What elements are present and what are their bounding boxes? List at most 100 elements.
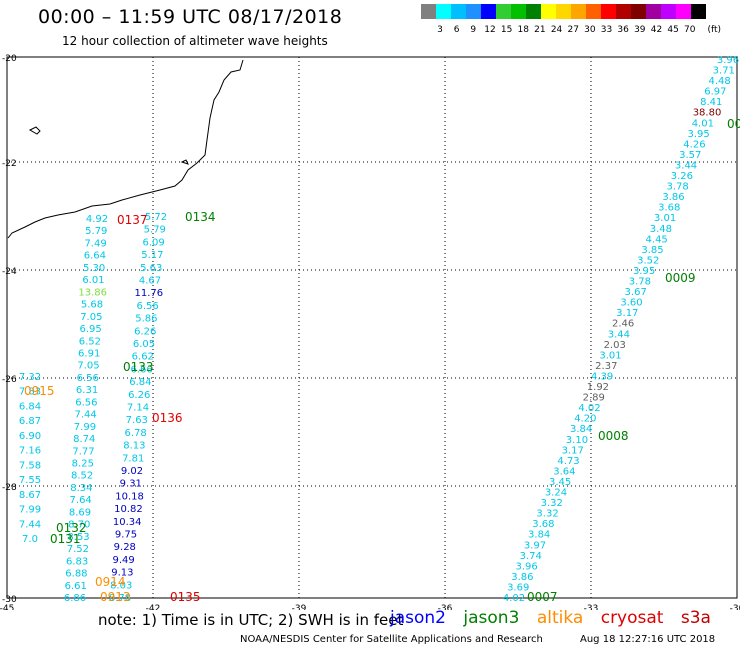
lat-label: -24 xyxy=(2,267,17,277)
sat-altika: altika xyxy=(536,608,584,628)
wave-value: 8.67 xyxy=(19,490,41,501)
wave-value: 6.52 xyxy=(79,336,101,347)
wave-value: 5.17 xyxy=(141,250,163,261)
legend-swatch xyxy=(691,4,706,19)
wave-value: 4.45 xyxy=(646,234,668,245)
wave-value: 9.31 xyxy=(120,479,142,490)
wave-value: 5.63 xyxy=(140,263,162,274)
wave-value: 3.78 xyxy=(629,277,651,288)
wave-value: 3.17 xyxy=(616,308,638,319)
wave-value: 5.68 xyxy=(81,300,103,311)
wave-value: 6.87 xyxy=(19,416,41,427)
legend-swatch xyxy=(481,4,496,19)
wave-value: 3.24 xyxy=(545,488,567,499)
wave-value: 3.95 xyxy=(687,129,709,140)
wave-value: 6.84 xyxy=(19,401,41,412)
wave-value: 9.75 xyxy=(115,530,137,541)
lat-label: -20 xyxy=(2,54,17,64)
legend-tick: 33 xyxy=(601,25,612,35)
legend-swatch xyxy=(451,4,466,19)
wave-value: 3.97 xyxy=(524,540,546,551)
wave-value: 4.01 xyxy=(692,118,714,129)
wave-value: 3.86 xyxy=(511,572,533,583)
legend-swatch xyxy=(586,4,601,19)
wave-value: 8.25 xyxy=(72,459,94,470)
color-legend: 3 6 9 12 15 18 21 24 27 30 33 36 39 42 45 70 (ft) xyxy=(421,4,721,35)
wave-value: 3.48 xyxy=(650,224,672,235)
wave-value: 10.18 xyxy=(115,491,144,502)
wave-value: 7.49 xyxy=(84,238,106,249)
wave-value: 3.95 xyxy=(633,266,655,277)
wave-value: 3.60 xyxy=(620,298,642,309)
wave-value: 3.71 xyxy=(713,66,735,77)
wave-value: 6.56 xyxy=(75,397,97,408)
chart-title: 00:00 – 11:59 UTC 08/17/2018 xyxy=(38,6,343,28)
legend-swatch xyxy=(676,4,691,19)
sat-cryosat: cryosat xyxy=(600,608,664,628)
timestamp: Aug 18 12:27:16 UTC 2018 xyxy=(580,634,716,645)
wave-value: 5.30 xyxy=(83,263,105,274)
satellite-legend: jason2 jason3 altika cryosat s3a xyxy=(390,608,723,628)
wave-value: 4.20 xyxy=(574,414,596,425)
lat-label: -28 xyxy=(2,483,17,493)
credit-line: NOAA/NESDIS Center for Satellite Applica… xyxy=(240,634,543,645)
legend-swatch xyxy=(511,4,526,19)
legend-swatch xyxy=(541,4,556,19)
wave-value: 9.02 xyxy=(121,466,143,477)
wave-value: 6.97 xyxy=(704,87,726,98)
legend-swatch xyxy=(526,4,541,19)
pass-label-0131: 0131 xyxy=(50,532,81,546)
legend-tick: 36 xyxy=(617,25,629,35)
wave-value: 8.69 xyxy=(69,507,91,518)
lat-label: -22 xyxy=(2,159,17,169)
wave-value: 3.32 xyxy=(541,498,563,509)
wave-value: 3.17 xyxy=(562,445,584,456)
wave-value: 7.99 xyxy=(74,422,96,433)
lon-label: -36 xyxy=(438,604,453,610)
wave-value: 3.67 xyxy=(625,287,647,298)
wave-value: 3.01 xyxy=(654,213,676,224)
wave-value: 3.68 xyxy=(532,519,554,530)
legend-tick: 18 xyxy=(518,25,530,35)
wave-value: 3.01 xyxy=(599,350,621,361)
wave-value: 10.82 xyxy=(114,504,143,515)
wave-value: 7.05 xyxy=(80,312,102,323)
wave-value: 7.44 xyxy=(75,410,97,421)
wave-value: 7.14 xyxy=(127,403,149,414)
legend-swatch xyxy=(601,4,616,19)
footnote: note: 1) Time is in UTC; 2) SWH is in fe… xyxy=(98,611,404,629)
legend-tick: 45 xyxy=(667,25,678,35)
wave-value: 7.99 xyxy=(19,505,41,516)
wave-value: 4.48 xyxy=(708,76,730,87)
island xyxy=(180,159,189,165)
wave-value: 5.79 xyxy=(85,226,107,237)
legend-tick: 3 xyxy=(437,25,443,35)
wave-value: 8.78 xyxy=(109,593,131,604)
wave-value: 8.70 xyxy=(68,520,90,531)
wave-value: 7.55 xyxy=(19,475,41,486)
chart-subtitle: 12 hour collection of altimeter wave hei… xyxy=(62,34,328,48)
wave-value: 6.86 xyxy=(64,593,86,604)
wave-value: 4.39 xyxy=(591,371,613,382)
lon-label: -45 xyxy=(0,604,14,610)
wave-value: 8.52 xyxy=(71,471,93,482)
legend-tick: 6 xyxy=(454,25,460,35)
legend-tick: 15 xyxy=(501,25,512,35)
legend-swatch xyxy=(436,4,451,19)
wave-value: 8.34 xyxy=(70,483,92,494)
pass-label-0915: 0915 xyxy=(24,384,55,398)
wave-value: 4.92 xyxy=(86,214,108,225)
wave-value: 5.86 xyxy=(135,314,157,325)
wave-value: 6.88 xyxy=(65,569,87,580)
wave-value: 7.77 xyxy=(72,446,94,457)
legend-tick: 70 xyxy=(684,25,696,35)
pass-label-0137: 0137 xyxy=(117,213,148,227)
wave-value: 3.85 xyxy=(641,245,663,256)
wave-value: 3.44 xyxy=(608,329,630,340)
wave-value: 6.90 xyxy=(19,431,41,442)
wave-value: 6.64 xyxy=(84,251,106,262)
wave-value: 7.58 xyxy=(19,460,41,471)
pass-label-0136: 0136 xyxy=(152,411,183,425)
wave-value: 9.13 xyxy=(111,568,133,579)
wave-value: 2.03 xyxy=(604,340,626,351)
